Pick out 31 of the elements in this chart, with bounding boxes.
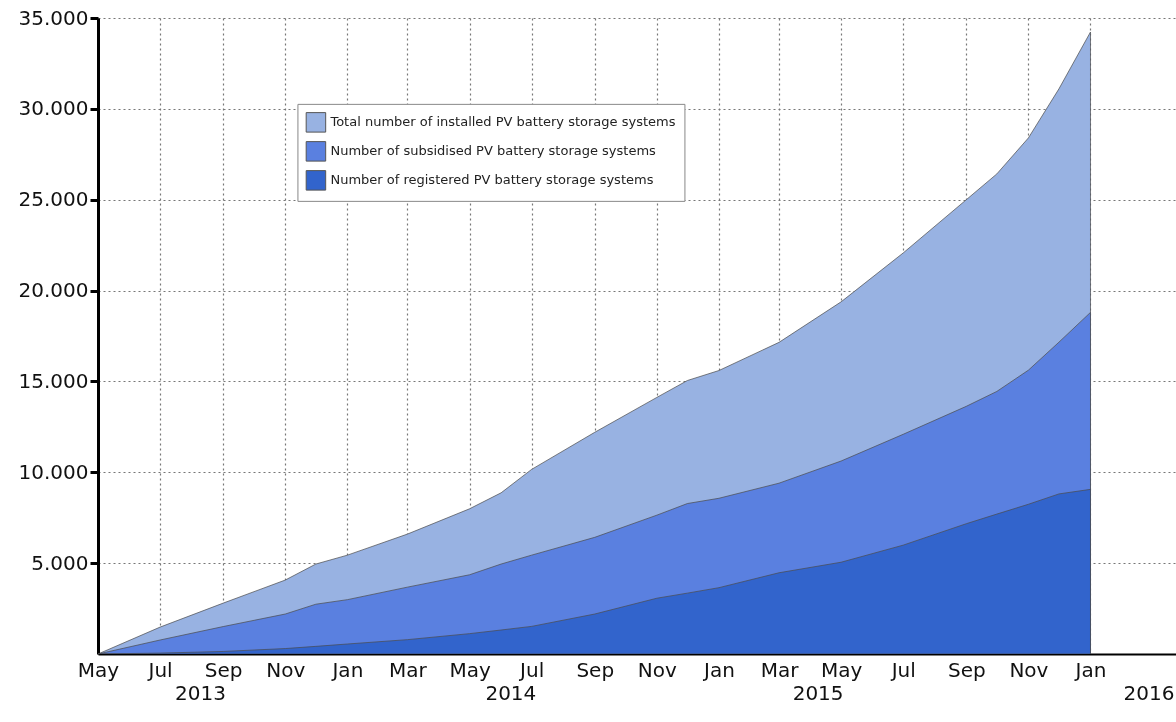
x-tick-label: Nov xyxy=(266,657,306,682)
text: 2015 xyxy=(792,681,844,705)
x-tick-label: Nov xyxy=(637,657,678,682)
x-tick-label: Jul xyxy=(889,657,916,682)
x-tick-label: Sep xyxy=(576,657,615,682)
y-tick-label: 10.000 xyxy=(18,459,89,484)
x-tick-label: May xyxy=(820,657,863,682)
y-tick-label: 20.000 xyxy=(18,278,89,303)
x-tick-label: Jan xyxy=(1073,657,1107,682)
x-tick-label: Nov xyxy=(1009,657,1049,682)
x-tick-label: May xyxy=(449,657,491,682)
y-tick-label: 30.000 xyxy=(18,96,89,121)
text: 2014 xyxy=(485,681,537,705)
x-tick-label: Sep xyxy=(947,657,986,682)
text: 2016 xyxy=(1123,681,1175,705)
y-tick-label: 15.000 xyxy=(18,368,89,393)
y-tick-label: 25.000 xyxy=(18,187,89,212)
y-tick-label: 35.000 xyxy=(18,5,89,30)
text: 2013 xyxy=(174,681,226,705)
legend-label: Number of subsidised PV battery storage systems xyxy=(330,143,657,159)
x-tick-label: Mar xyxy=(389,657,428,682)
x-tick-label: Jan xyxy=(330,657,364,682)
x-tick-label: Sep xyxy=(204,657,243,682)
x-tick-label: Jan xyxy=(702,657,735,682)
y-tick-label: 5.000 xyxy=(31,550,89,575)
x-tick-label: Mar xyxy=(760,657,800,682)
legend-label: Total number of installed PV battery storage systems xyxy=(329,114,676,130)
x-tick-label: Jul xyxy=(146,657,173,682)
legend-label: Number of registered PV battery storage systems xyxy=(330,172,654,188)
x-tick-label: Jul xyxy=(518,657,545,682)
x-tick-label: May xyxy=(77,657,120,682)
